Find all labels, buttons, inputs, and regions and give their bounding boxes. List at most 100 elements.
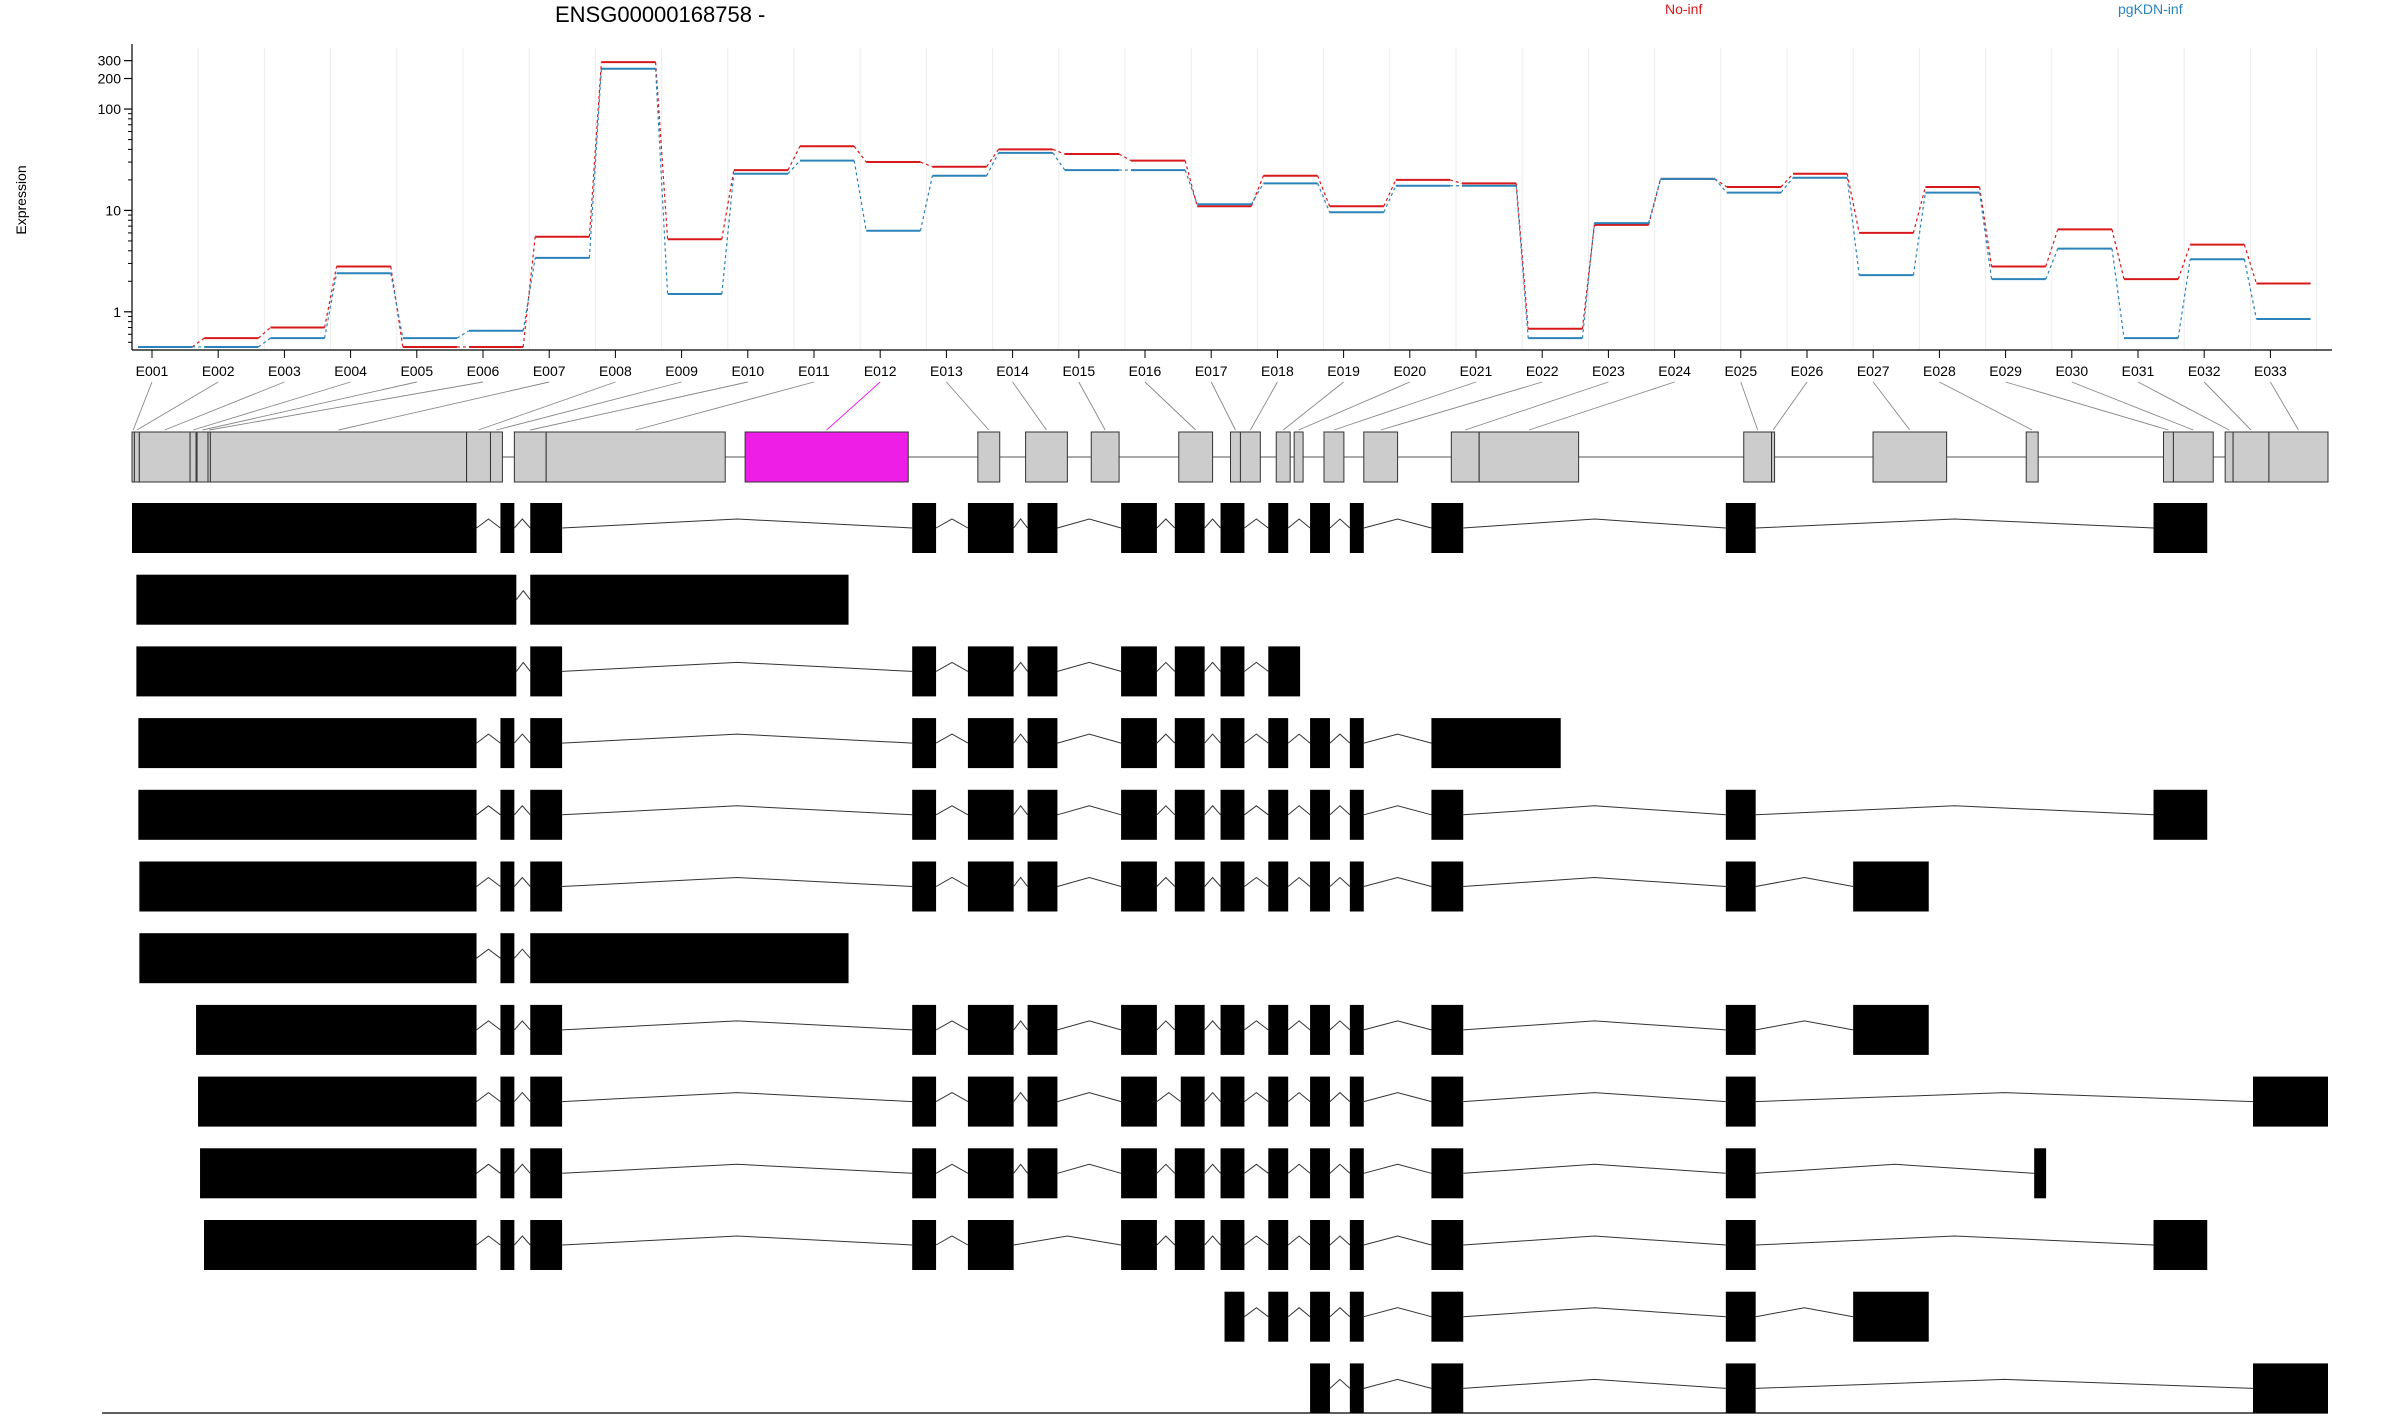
coord-tick-label: 96864624 [1094,1418,1152,1420]
exon-bin-e024 [1478,431,1580,483]
transcript-exon [1027,789,1058,840]
transcript-exon [1220,1076,1245,1127]
exon-label-e018: E018 [1261,363,1294,379]
transcript-exon [1431,1220,1464,1270]
transcript-exon [500,718,515,769]
transcript-exon [530,861,563,912]
transcript-exon [500,861,515,912]
transcript-exon [1725,1363,1756,1414]
exon-bin-e023 [1450,431,1480,483]
series-connector [324,266,338,328]
intron-line [1057,1163,1122,1174]
series-connector [2111,229,2125,280]
transcript-exon [967,789,1014,840]
transcript-exon [2253,1363,2328,1414]
exon-label-e025: E025 [1724,363,1757,379]
series-connector [721,173,735,295]
x-axis-exon-ticks: E001 E002 E003 E004 E005 E006 E007 E008 E009 E010… [136,350,2287,379]
exon-connector [1772,381,1808,431]
transcript-exon [2153,503,2208,553]
axes [131,44,2332,351]
exon-bin-e017 [1229,431,1241,483]
transcript-exon [1174,1220,1205,1270]
transcript-exon [1268,861,1289,912]
transcript-exon [1268,1004,1289,1055]
transcript-1 [132,503,2208,553]
exon-label-e002: E002 [202,363,235,379]
intron-line [1244,1163,1269,1174]
series-connector [787,160,801,175]
transcript-exon [1349,503,1364,553]
transcript-exon [1121,789,1157,840]
series-connector [986,152,1000,176]
exon-label-e017: E017 [1195,363,1228,379]
series-connector [1912,186,1926,234]
transcript-exon [1027,861,1058,912]
transcript-exon [1268,718,1289,769]
series-connector [390,273,404,339]
exon-bin-e031 [2224,431,2234,483]
transcript-exon [1220,789,1245,840]
intron-line [513,1163,531,1174]
exon-connector [1872,381,1911,431]
series-connector [1515,185,1529,339]
exon-bin-e015 [1090,431,1120,483]
y-axis-label: Expression [13,165,29,234]
exon-bin-e033 [2268,431,2329,483]
series-connector [1846,177,1860,276]
intron-line [1329,518,1351,529]
intron-line [1244,1020,1269,1031]
transcript-exon [1725,1291,1756,1342]
intron-line [1204,1235,1221,1246]
transcript-exon [1220,1004,1245,1055]
exon-bin-e005 [196,431,209,483]
intron-line [1204,1020,1221,1031]
intron-line [1013,733,1028,744]
coord-tick-label: 96870757 [2336,1418,2394,1420]
exon-connector [1249,381,1278,431]
intron-line [1755,1020,1854,1031]
intron-line [513,1235,531,1246]
intron-line [1244,1091,1269,1102]
series-connector [1052,148,1066,155]
transcript-exon [1310,503,1330,553]
transcript-exon [530,933,849,984]
exon-connector [1380,381,1543,431]
series-connector [1383,185,1397,213]
transcript-exon [1431,503,1464,553]
series-connector [1714,178,1728,188]
y-axis-ticks: 1 10 100 200 300 [98,53,132,343]
transcript-exon [1268,503,1289,553]
exon-label-e014: E014 [996,363,1029,379]
exon-bin-e002 [133,431,140,483]
legend-entry-no-inf: No-inf [1665,1,1702,17]
intron-line [1057,1092,1122,1103]
intron-line [1204,661,1221,672]
intron-line [1329,876,1351,887]
intron-line [935,518,969,529]
exon-label-e007: E007 [533,363,566,379]
transcript-exon [1310,1291,1330,1342]
series-connector [258,327,271,339]
exon-label-e009: E009 [665,363,698,379]
y-tick-label: 300 [98,53,122,69]
intron-line [1755,1163,2035,1174]
transcript-exon [500,789,515,840]
intron-line [1013,804,1028,816]
intron-line [1363,518,1432,529]
transcript-11 [204,1220,2208,1270]
y-tick-label: 100 [98,101,122,117]
exon-label-e015: E015 [1062,363,1095,379]
transcript-exon [1027,646,1058,697]
intron-line [1755,1378,2254,1389]
transcript-exon [1431,718,1561,769]
exon-label-e003: E003 [268,363,301,379]
series-connector [1979,186,1993,267]
intron-line [1156,518,1176,529]
intron-line [1057,876,1122,887]
transcript-exon [967,718,1014,769]
series-no-inf [138,61,2311,348]
exon-bin-e014 [1025,431,1068,483]
intron-line [1013,1020,1028,1031]
